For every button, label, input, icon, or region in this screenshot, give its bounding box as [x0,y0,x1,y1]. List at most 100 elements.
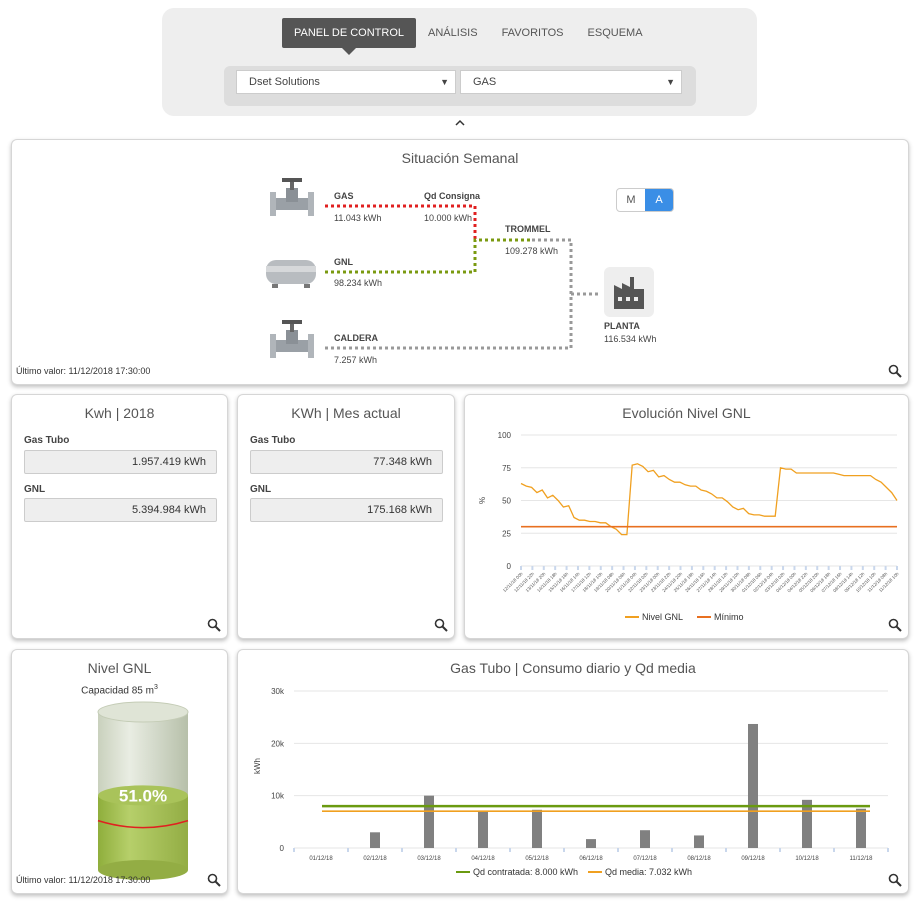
chart-legend: Qd contratada: 8.000 kWh Qd media: 7.032… [456,867,692,877]
gnl-tank-icon [266,260,316,288]
gnl-value: 5.394.984 kWh [24,498,217,522]
capacity-unit-sup: 3 [153,684,158,691]
y-axis-label: kWh [253,758,262,774]
factory-icon [604,267,654,317]
panel-title: KWh | Mes actual [291,405,401,421]
consumo-diario-panel: Gas Tubo | Consumo diario y Qd media kWh… [237,649,909,894]
x-tick-label: 10/12/18 [795,856,819,862]
legend-nivel: Nivel GNL [642,612,683,622]
gnl-value: 175.168 kWh [250,498,443,522]
y-tick-label: 10k [271,792,285,801]
zoom-icon[interactable] [207,873,221,887]
kwh-2018-panel: Kwh | 2018 Gas Tubo 1.957.419 kWh GNL 5.… [11,394,228,639]
gnl-label: GNL [250,484,272,495]
gnl-label: GNL [334,257,353,267]
trommel-value: 109.278 kWh [505,246,559,256]
y-tick-label: 20k [271,739,285,748]
bar-09/12/18 [748,723,758,848]
zoom-icon[interactable] [888,873,902,887]
qd-consigna-label: Qd Consigna [424,191,480,201]
gas-tubo-value: 1.957.419 kWh [24,450,217,474]
x-tick-label: 01/12/18 [309,856,333,862]
company-select-value: Dset Solutions [249,76,320,88]
tab-panel-de-control[interactable]: PANEL DE CONTROL [282,18,417,55]
filter-bar: Dset Solutions ▼ GAS ▼ [224,66,696,106]
y-tick-label: 0 [280,844,285,853]
caldera-label: CALDERA [334,333,378,343]
x-tick-label: 08/12/18 [687,856,711,862]
x-tick-label: 04/12/18 [471,856,495,862]
toggle-year[interactable]: A [645,189,673,211]
tank-liquid-surface [98,785,188,806]
zoom-icon[interactable] [207,618,221,632]
gnl-label: GNL [24,484,46,495]
x-tick-label: 11/12/18 [850,856,874,862]
zoom-icon[interactable] [888,618,902,632]
chevron-down-icon: ▼ [666,77,675,87]
period-toggle: M A [616,188,674,212]
trommel-flow-line [325,238,573,350]
panel-title: Gas Tubo | Consumo diario y Qd media [450,660,696,676]
gnl-value: 98.234 kWh [334,278,383,288]
gas-flow-line [325,204,477,240]
gas-tubo-value: 77.348 kWh [250,450,443,474]
tab-analisis[interactable]: ANÁLISIS [428,27,478,39]
tank-top [97,701,189,723]
gnl-tank-gauge: 51.0% [97,701,189,880]
y-tick-label: 0 [507,562,512,571]
tank-bottom [98,860,188,880]
bar-02/12/18 [370,832,380,848]
planta-value: 116.534 kWh [604,334,657,344]
tank-minimum-line [97,819,189,829]
bar-08/12/18 [694,835,704,848]
zoom-icon[interactable] [888,364,902,378]
bar-03/12/18 [424,795,434,848]
legend-qd-contratada: Qd contratada: 8.000 kWh [473,867,578,877]
y-tick-label: 50 [502,497,511,506]
y-tick-label: 30k [271,687,285,696]
gas-tubo-label: Gas Tubo [250,435,296,446]
planta-label: PLANTA [604,321,640,331]
collapse-toggle[interactable] [455,116,465,130]
tab-favoritos[interactable]: FAVORITOS [501,27,564,39]
chevron-up-icon [455,119,465,126]
zoom-icon[interactable] [434,618,448,632]
x-tick-label: 02/12/18 [363,856,387,862]
situacion-semanal-panel: Situación Semanal [11,139,909,385]
x-tick-label: 06/12/18 [579,856,603,862]
gnl-flow-line [325,238,532,274]
tank-liquid-level [98,795,188,870]
x-tick-label: 03/12/18 [417,856,441,862]
company-select[interactable]: Dset Solutions ▼ [236,70,456,94]
last-value-text: Último valor: 11/12/2018 17:30:00 [16,875,151,885]
bar-10/12/18 [802,799,812,848]
x-tick-label: 07/12/18 [633,856,657,862]
capacity-text: Capacidad 85 m3 [12,684,227,696]
x-tick-label: 09/12/18 [741,856,765,862]
tank-percent: 51.0% [119,786,167,805]
panel-title: Nivel GNL [87,660,152,676]
panel-title: Situación Semanal [401,150,519,166]
legend-minimo: Mínimo [714,612,744,622]
tab-esquema[interactable]: ESQUEMA [587,27,643,39]
y-axis-label: % [478,497,487,504]
bar-07/12/18 [640,830,650,848]
toggle-month[interactable]: M [626,194,636,206]
capacity-value: Capacidad 85 m [81,685,154,697]
bar-05/12/18 [532,809,542,848]
top-navigation: PANEL DE CONTROL ANÁLISIS FAVORITOS ESQU… [162,8,757,116]
bar-06/12/18 [586,839,596,848]
last-value-text: Último valor: 11/12/2018 17:30:00 [16,366,151,376]
series-line-nivel-gnl [520,463,898,536]
caldera-valve-icon [270,320,314,358]
kwh-mes-panel: KWh | Mes actual Gas Tubo 77.348 kWh GNL… [237,394,455,639]
bar-04/12/18 [478,811,488,848]
y-tick-label: 100 [498,431,512,440]
bar-11/12/18 [856,808,866,848]
type-select[interactable]: GAS ▼ [460,70,682,94]
legend-qd-media: Qd media: 7.032 kWh [605,867,692,877]
gas-tubo-label: Gas Tubo [24,435,70,446]
chevron-down-icon: ▼ [440,77,449,87]
consumo-chart: kWh Qd contratada: 8.000 kWh Qd media: 7… [253,687,889,877]
